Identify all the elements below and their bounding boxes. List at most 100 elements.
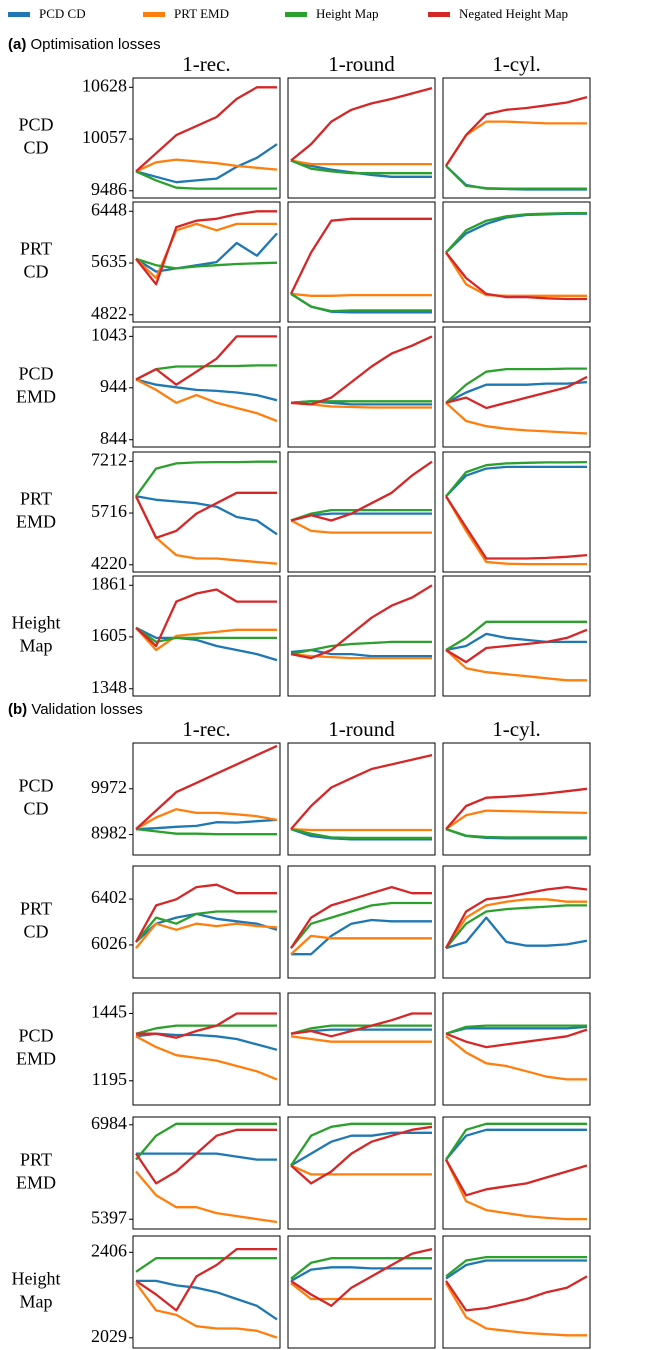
panel-frame [442,326,591,448]
series-line [290,828,432,841]
series-line [135,910,277,943]
y-tick-label: 2029 [91,1326,127,1346]
panel-frame [442,575,591,697]
panel [135,1012,278,1081]
series-line [135,922,278,949]
series-line [290,401,432,409]
series-line [135,1035,278,1081]
row-label: PRT [20,239,52,259]
section-title: (a) Optimisation losses [8,36,161,53]
panel [445,787,588,840]
series-line [445,904,587,949]
series-line [445,809,588,831]
series-line [135,808,278,831]
y-tick-label: 5635 [91,251,127,271]
series-line [135,257,278,270]
panel [135,1247,278,1339]
row-label: PRT [20,489,52,509]
series-line [290,159,432,175]
series-line [290,885,432,949]
panel [444,1122,588,1221]
y-tick-label: 10628 [82,75,127,95]
row-label: PRT [20,1150,52,1170]
section-title-text: Validation losses [31,701,142,718]
series-line [135,744,278,830]
row-label: EMD [16,1173,56,1193]
panel-frame [132,1235,281,1349]
series-line [135,1170,278,1224]
y-tick-label: 1195 [92,1069,127,1089]
series-line [290,1024,432,1035]
series-line [135,460,277,497]
row-label: EMD [16,512,56,532]
y-tick-label: 5397 [91,1207,127,1227]
series-line [134,495,278,565]
series-line [135,1247,277,1312]
series-line [445,898,587,949]
series-line [290,1035,432,1043]
series-line [445,120,587,167]
series-line [445,916,588,950]
panel-frame [442,77,591,199]
section-label: (b) [8,701,27,718]
series-line [445,95,588,167]
series-line [290,1122,432,1167]
panel-frame [132,77,281,199]
series-line [135,378,278,423]
series-line [135,143,278,184]
row-label: PRT [20,899,52,919]
series-line [445,1122,587,1161]
panel-frame [442,1235,591,1349]
series-line [445,401,588,435]
series-line [445,828,587,839]
panel [290,1012,432,1043]
series-line [445,1259,587,1280]
panel-frame [287,1116,436,1230]
section-title: (b) Validation losses [8,701,143,718]
series-line [290,519,432,534]
column-header: 1-rec. [182,717,230,741]
panel [445,95,588,191]
panel-frame [132,992,281,1106]
series-line [445,632,587,652]
series-line [290,648,432,658]
series-line [290,335,433,406]
y-tick-label: 6026 [91,933,127,953]
legend-swatch [8,12,30,17]
y-tick-label: 1861 [91,573,127,593]
series-line [445,1275,588,1312]
series-line [444,885,588,949]
y-tick-label: 9486 [91,179,127,199]
panel-frame [442,451,591,573]
series-line [135,1122,277,1161]
column-header: 1-cyl. [492,717,540,741]
series-line [135,912,278,943]
series-line [135,588,277,648]
legend-label: PCD CD [39,6,86,21]
panel [290,753,433,841]
panel-frame [132,742,281,856]
series-line [135,1128,277,1185]
series-line [290,1125,433,1185]
panel [290,1247,433,1307]
series-line [135,364,277,381]
series-line [135,170,277,190]
panel [135,335,278,423]
section-title-text: Optimisation losses [31,36,161,53]
series-line [445,628,588,664]
series-line [135,495,278,536]
panel [289,217,432,314]
series-line [136,1279,278,1321]
series-line [135,158,278,173]
series-line [445,649,587,682]
row-label: CD [23,262,48,282]
series-line [290,460,433,522]
y-tick-label: 6448 [91,199,127,219]
series-line [135,1282,278,1339]
panel-frame [442,201,591,323]
y-tick-label: 1605 [91,625,127,645]
series-line [290,753,433,830]
y-tick-label: 4220 [91,553,127,573]
panel [290,86,433,178]
